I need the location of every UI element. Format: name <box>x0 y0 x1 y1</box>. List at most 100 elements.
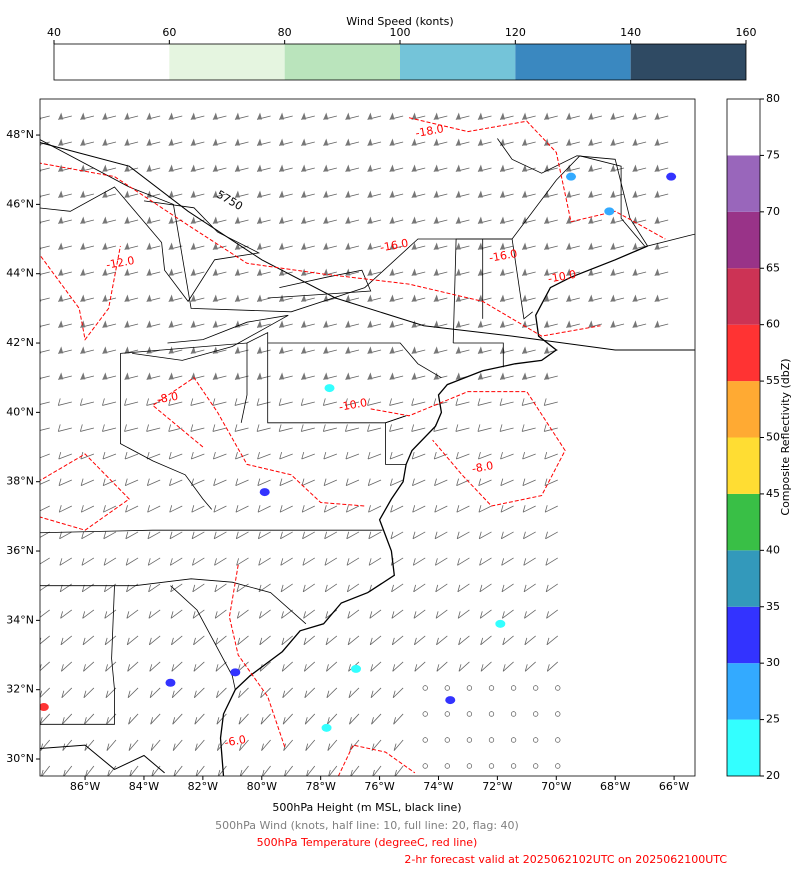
wind-barb-feather <box>500 531 504 539</box>
wind-barb-feather <box>82 611 86 619</box>
wind-barb <box>171 687 183 699</box>
wind-barb <box>458 661 470 672</box>
wind-barb-flag <box>610 268 616 276</box>
reflectivity-colorbar-tick-label: 55 <box>766 374 780 387</box>
wind-barb <box>282 661 293 672</box>
wind-barb <box>150 739 161 751</box>
wind-barb-feather <box>479 584 483 592</box>
wind-barb-feather <box>146 398 149 406</box>
wind-barb-feather <box>58 451 62 460</box>
wind-barb-flag <box>500 294 506 302</box>
wind-barb-flag <box>477 372 483 380</box>
wind-barb-feather <box>257 531 261 539</box>
wind-barb <box>369 609 382 619</box>
wind-barb-flag <box>566 216 572 224</box>
wind-barb <box>347 583 360 593</box>
wind-barb-flag <box>632 294 638 302</box>
wind-barb-feather <box>348 690 352 698</box>
wind-barb <box>169 479 183 487</box>
wind-colorbar-tick-label: 60 <box>162 26 176 39</box>
wind-barb-flag <box>58 164 64 172</box>
wind-barb <box>434 479 448 487</box>
temperature-contour <box>151 377 365 507</box>
wind-barb-feather <box>125 505 128 513</box>
wind-barb-feather <box>83 717 87 725</box>
reflectivity-echo <box>566 172 577 181</box>
wind-barb <box>522 427 536 432</box>
wind-barb-flag <box>477 320 483 328</box>
wind-barb <box>258 583 271 593</box>
wind-barb <box>346 505 360 513</box>
y-tick-label: 38°N <box>6 475 34 488</box>
wind-barb-flag <box>190 268 196 276</box>
wind-barb <box>148 557 161 566</box>
wind-barb-feather <box>457 584 461 592</box>
wind-barb <box>146 453 161 460</box>
wind-barb <box>478 479 492 487</box>
wind-barb-feather <box>281 611 284 619</box>
wind-barb <box>546 635 559 646</box>
wind-barb <box>80 427 94 432</box>
wind-barb-feather <box>214 584 218 592</box>
wind-barb-flag <box>80 164 86 172</box>
wind-barb-feather <box>172 743 176 751</box>
wind-barb <box>193 635 205 646</box>
wind-barb-flag <box>654 268 660 276</box>
wind-barb-feather <box>37 532 39 539</box>
wind-barb <box>40 739 51 751</box>
reflectivity-colorbar-tick-label: 80 <box>766 92 780 105</box>
wind-barb-feather <box>236 611 240 619</box>
calm-wind <box>466 711 473 717</box>
wind-barb-feather <box>235 505 239 513</box>
wind-barb <box>258 531 271 540</box>
wind-barb-flag <box>433 138 439 146</box>
wind-barb-feather <box>346 531 350 539</box>
contour-label: -10.0 <box>547 268 577 286</box>
wind-barb <box>501 557 514 566</box>
wind-barb-flag <box>544 190 550 198</box>
wind-barb-flag <box>124 190 130 198</box>
wind-barb <box>40 427 50 431</box>
calm-wind <box>422 737 428 743</box>
state-border <box>40 529 383 534</box>
wind-barb <box>213 479 227 487</box>
reflectivity-colorbar-tick-label: 65 <box>766 261 780 274</box>
x-tick-label: 80°W <box>247 780 277 793</box>
wind-barb <box>239 739 249 751</box>
wind-barb-feather <box>102 478 106 486</box>
wind-barb-feather <box>304 690 308 698</box>
wind-barb-feather <box>368 531 372 539</box>
calm-wind <box>444 711 450 717</box>
wind-barb-feather <box>543 398 547 406</box>
wind-barb <box>126 609 139 619</box>
wind-barb <box>522 505 536 513</box>
wind-colorbar-bin <box>54 44 170 80</box>
wind-barb-flag <box>301 372 307 380</box>
wind-barb-flag <box>433 112 439 120</box>
wind-barb <box>236 557 249 566</box>
wind-barb-feather <box>346 558 350 566</box>
wind-barb <box>169 531 183 540</box>
wind-barb-flag <box>40 193 42 198</box>
wind-barb-flag <box>389 346 395 354</box>
wind-barb-feather <box>524 637 528 645</box>
wind-barb-feather <box>434 478 437 486</box>
wind-barb <box>412 479 426 487</box>
wind-barb-feather <box>523 531 526 539</box>
wind-barb-feather <box>257 505 261 513</box>
map-layer: -18.0 -16.0 -16.0 -12.0 -10.0 -10.0 -8.0 -8.0 -6… <box>37 112 695 776</box>
wind-barb-feather <box>170 584 174 592</box>
wind-barb <box>302 583 316 593</box>
wind-barb-feather <box>389 398 392 406</box>
wind-barb-flag <box>168 346 174 354</box>
wind-barb-flag <box>58 320 64 328</box>
wind-barb-flag <box>279 372 285 380</box>
wind-barb-feather <box>478 478 482 486</box>
wind-barb <box>478 505 492 513</box>
wind-barb-feather <box>190 451 194 460</box>
wind-barb <box>436 661 448 672</box>
wind-barb-feather <box>237 637 241 645</box>
wind-barb-flag <box>146 242 152 250</box>
reflectivity-colorbar-bin <box>727 155 760 212</box>
wind-barb-feather <box>259 611 262 619</box>
